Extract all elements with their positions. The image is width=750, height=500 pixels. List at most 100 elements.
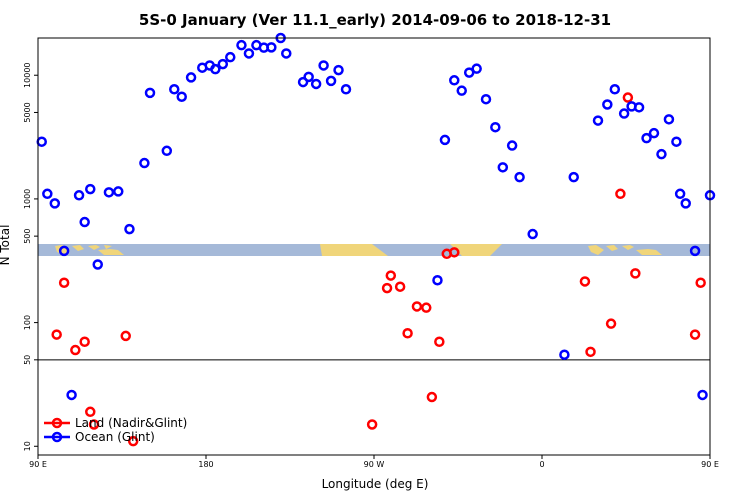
land-point-1 xyxy=(58,277,70,288)
ocean-point-16 xyxy=(176,91,187,102)
y-tick-label-0: 10 xyxy=(23,441,32,451)
ocean-point-24 xyxy=(243,48,255,59)
x-tick-label-0: 90 E xyxy=(29,460,47,469)
x-tick-label-2: 90 W xyxy=(364,460,385,469)
ocean-point-34 xyxy=(325,75,337,87)
y-axis-label: N Total xyxy=(0,225,12,266)
land-point-13 xyxy=(411,301,423,312)
ocean-point-10 xyxy=(113,186,124,197)
land-point-9 xyxy=(381,282,393,294)
land-point-26 xyxy=(695,277,706,288)
land-point-23 xyxy=(622,92,634,103)
ocean-point-0 xyxy=(36,136,47,147)
legend-land-label: Land (Nadir&Glint) xyxy=(75,416,187,430)
ocean-point-63 xyxy=(680,198,691,209)
ocean-point-13 xyxy=(144,87,156,99)
ocean-point-43 xyxy=(480,93,492,105)
ocean-point-35 xyxy=(333,64,344,76)
land-point-7 xyxy=(127,435,139,447)
ocean-point-32 xyxy=(310,78,322,90)
land-shape-8 xyxy=(606,245,618,251)
ocean-point-8 xyxy=(92,259,103,270)
land-point-0 xyxy=(51,329,62,340)
ocean-point-7 xyxy=(85,183,96,195)
y-tick-label-5: 5000 xyxy=(23,102,32,122)
ocean-point-50 xyxy=(568,171,579,183)
land-point-4 xyxy=(85,406,96,418)
ocean-point-1 xyxy=(42,188,53,200)
ocean-point-29 xyxy=(281,48,292,59)
ocean-point-53 xyxy=(609,84,621,95)
y-tick-label-3: 500 xyxy=(23,229,32,244)
ocean-point-59 xyxy=(656,148,667,160)
land-point-18 xyxy=(449,247,460,258)
ocean-point-64 xyxy=(689,245,701,257)
legend-ocean-label: Ocean (Glint) xyxy=(75,430,155,444)
y-tick-label-1: 50 xyxy=(23,355,32,365)
land-shape-6 xyxy=(450,244,502,256)
ocean-point-17 xyxy=(185,72,197,83)
axes: 90 E 180 90 W 0 90 E 10 50 100 500 1000 5000 10000 xyxy=(23,37,719,469)
ocean-point-61 xyxy=(671,136,682,147)
land-point-11 xyxy=(394,281,406,292)
ocean-point-15 xyxy=(169,84,180,95)
legend-ocean-marker xyxy=(51,431,63,443)
land-shape-10 xyxy=(636,249,662,255)
ocean-point-21 xyxy=(217,58,229,70)
ocean-point-33 xyxy=(318,60,329,71)
land-point-6 xyxy=(120,330,131,342)
land-shape-7 xyxy=(588,245,604,255)
legend-land-marker xyxy=(51,417,63,429)
ocean-point-54 xyxy=(618,108,630,119)
ocean-point-36 xyxy=(340,84,352,95)
land-point-25 xyxy=(689,329,701,340)
ocean-point-44 xyxy=(490,121,501,133)
x-tick-label-3: 0 xyxy=(539,460,544,469)
ocean-point-41 xyxy=(463,67,475,78)
land-shape-3 xyxy=(104,245,112,249)
x-tick-label-4: 90 E xyxy=(701,460,719,469)
ocean-point-47 xyxy=(514,171,525,183)
ocean-point-58 xyxy=(648,127,660,139)
land-point-5 xyxy=(88,419,100,430)
ocean-point-2 xyxy=(49,198,61,209)
land-point-10 xyxy=(385,270,397,281)
land-point-24 xyxy=(630,268,641,279)
ocean-point-38 xyxy=(439,134,451,146)
land-point-21 xyxy=(605,318,617,329)
ocean-point-57 xyxy=(641,132,652,144)
ocean-point-48 xyxy=(527,228,538,240)
ocean-point-11 xyxy=(124,223,135,235)
ocean-point-3 xyxy=(58,245,70,257)
y-tick-label-2: 100 xyxy=(23,315,32,330)
ocean-point-49 xyxy=(559,349,570,360)
land-point-14 xyxy=(421,302,432,313)
ocean-point-9 xyxy=(103,187,115,198)
ocean-point-46 xyxy=(506,140,518,151)
x-tick-label-1: 180 xyxy=(198,460,213,469)
ocean-point-12 xyxy=(139,157,150,169)
land-shape-0 xyxy=(55,245,70,255)
ocean-point-20 xyxy=(210,63,221,75)
ocean-point-52 xyxy=(602,99,613,110)
ocean-point-4 xyxy=(66,389,77,401)
land-point-8 xyxy=(366,419,378,430)
land-point-20 xyxy=(585,346,596,358)
ocean-point-30 xyxy=(297,76,309,88)
ocean-point-60 xyxy=(663,114,675,125)
ocean-point-56 xyxy=(633,102,645,113)
land-shape-5 xyxy=(320,244,388,256)
y-tick-label-6: 10000 xyxy=(23,63,32,88)
land-shape-1 xyxy=(72,245,84,251)
ocean-point-39 xyxy=(449,75,460,86)
ocean-point-5 xyxy=(73,190,85,201)
ocean-point-6 xyxy=(79,216,90,228)
land-shape-4 xyxy=(98,249,124,255)
land-shape-9 xyxy=(622,245,634,250)
ocean-point-51 xyxy=(592,115,604,126)
ocean-point-37 xyxy=(432,274,443,286)
surface-band xyxy=(38,244,710,256)
land-point-16 xyxy=(434,336,445,347)
land-point-2 xyxy=(70,344,81,356)
